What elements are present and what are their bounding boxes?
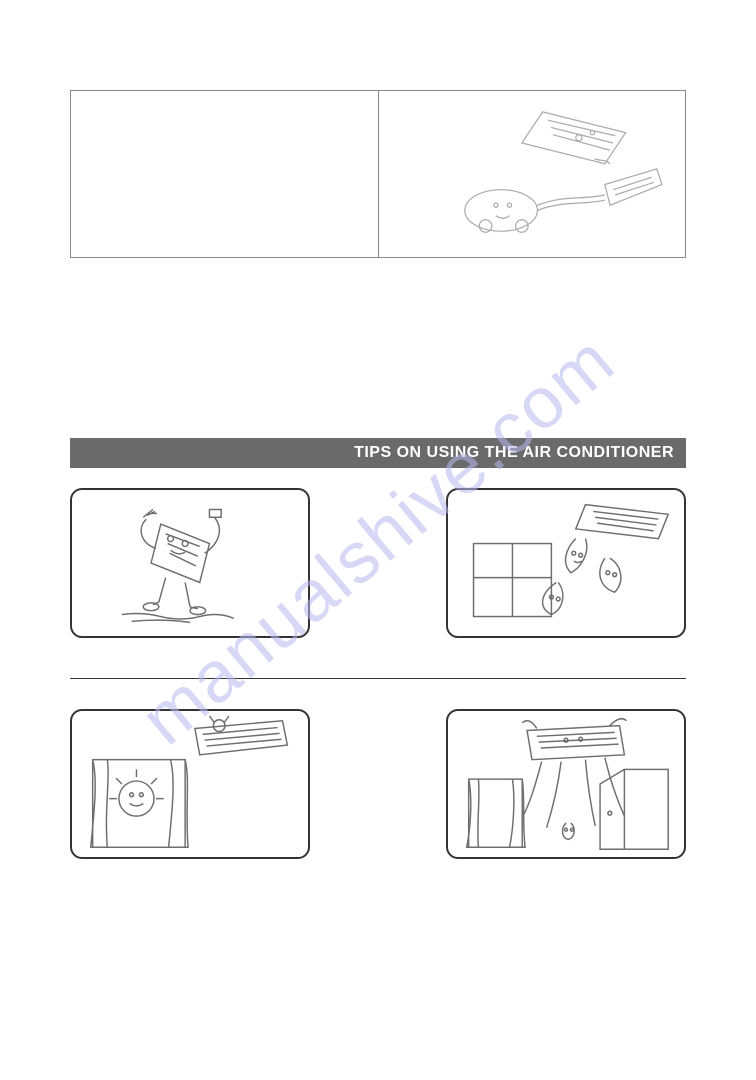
table-cell-left xyxy=(71,91,379,258)
tip-box-sun-curtain xyxy=(70,709,310,859)
tip-box-ventilation xyxy=(446,488,686,638)
top-table xyxy=(70,90,686,258)
tip-row-1 xyxy=(70,488,686,638)
table-row xyxy=(71,91,686,258)
sketch-vacuum-filter xyxy=(387,99,678,249)
tip-box-clean-filter xyxy=(70,488,310,638)
page-container: TIPS ON USING THE AIR CONDITIONER xyxy=(0,0,756,919)
divider-line xyxy=(70,678,686,679)
tip-box-open-door xyxy=(446,709,686,859)
section-header: TIPS ON USING THE AIR CONDITIONER xyxy=(70,438,686,468)
table-cell-right xyxy=(378,91,686,258)
tip-row-2 xyxy=(70,709,686,859)
